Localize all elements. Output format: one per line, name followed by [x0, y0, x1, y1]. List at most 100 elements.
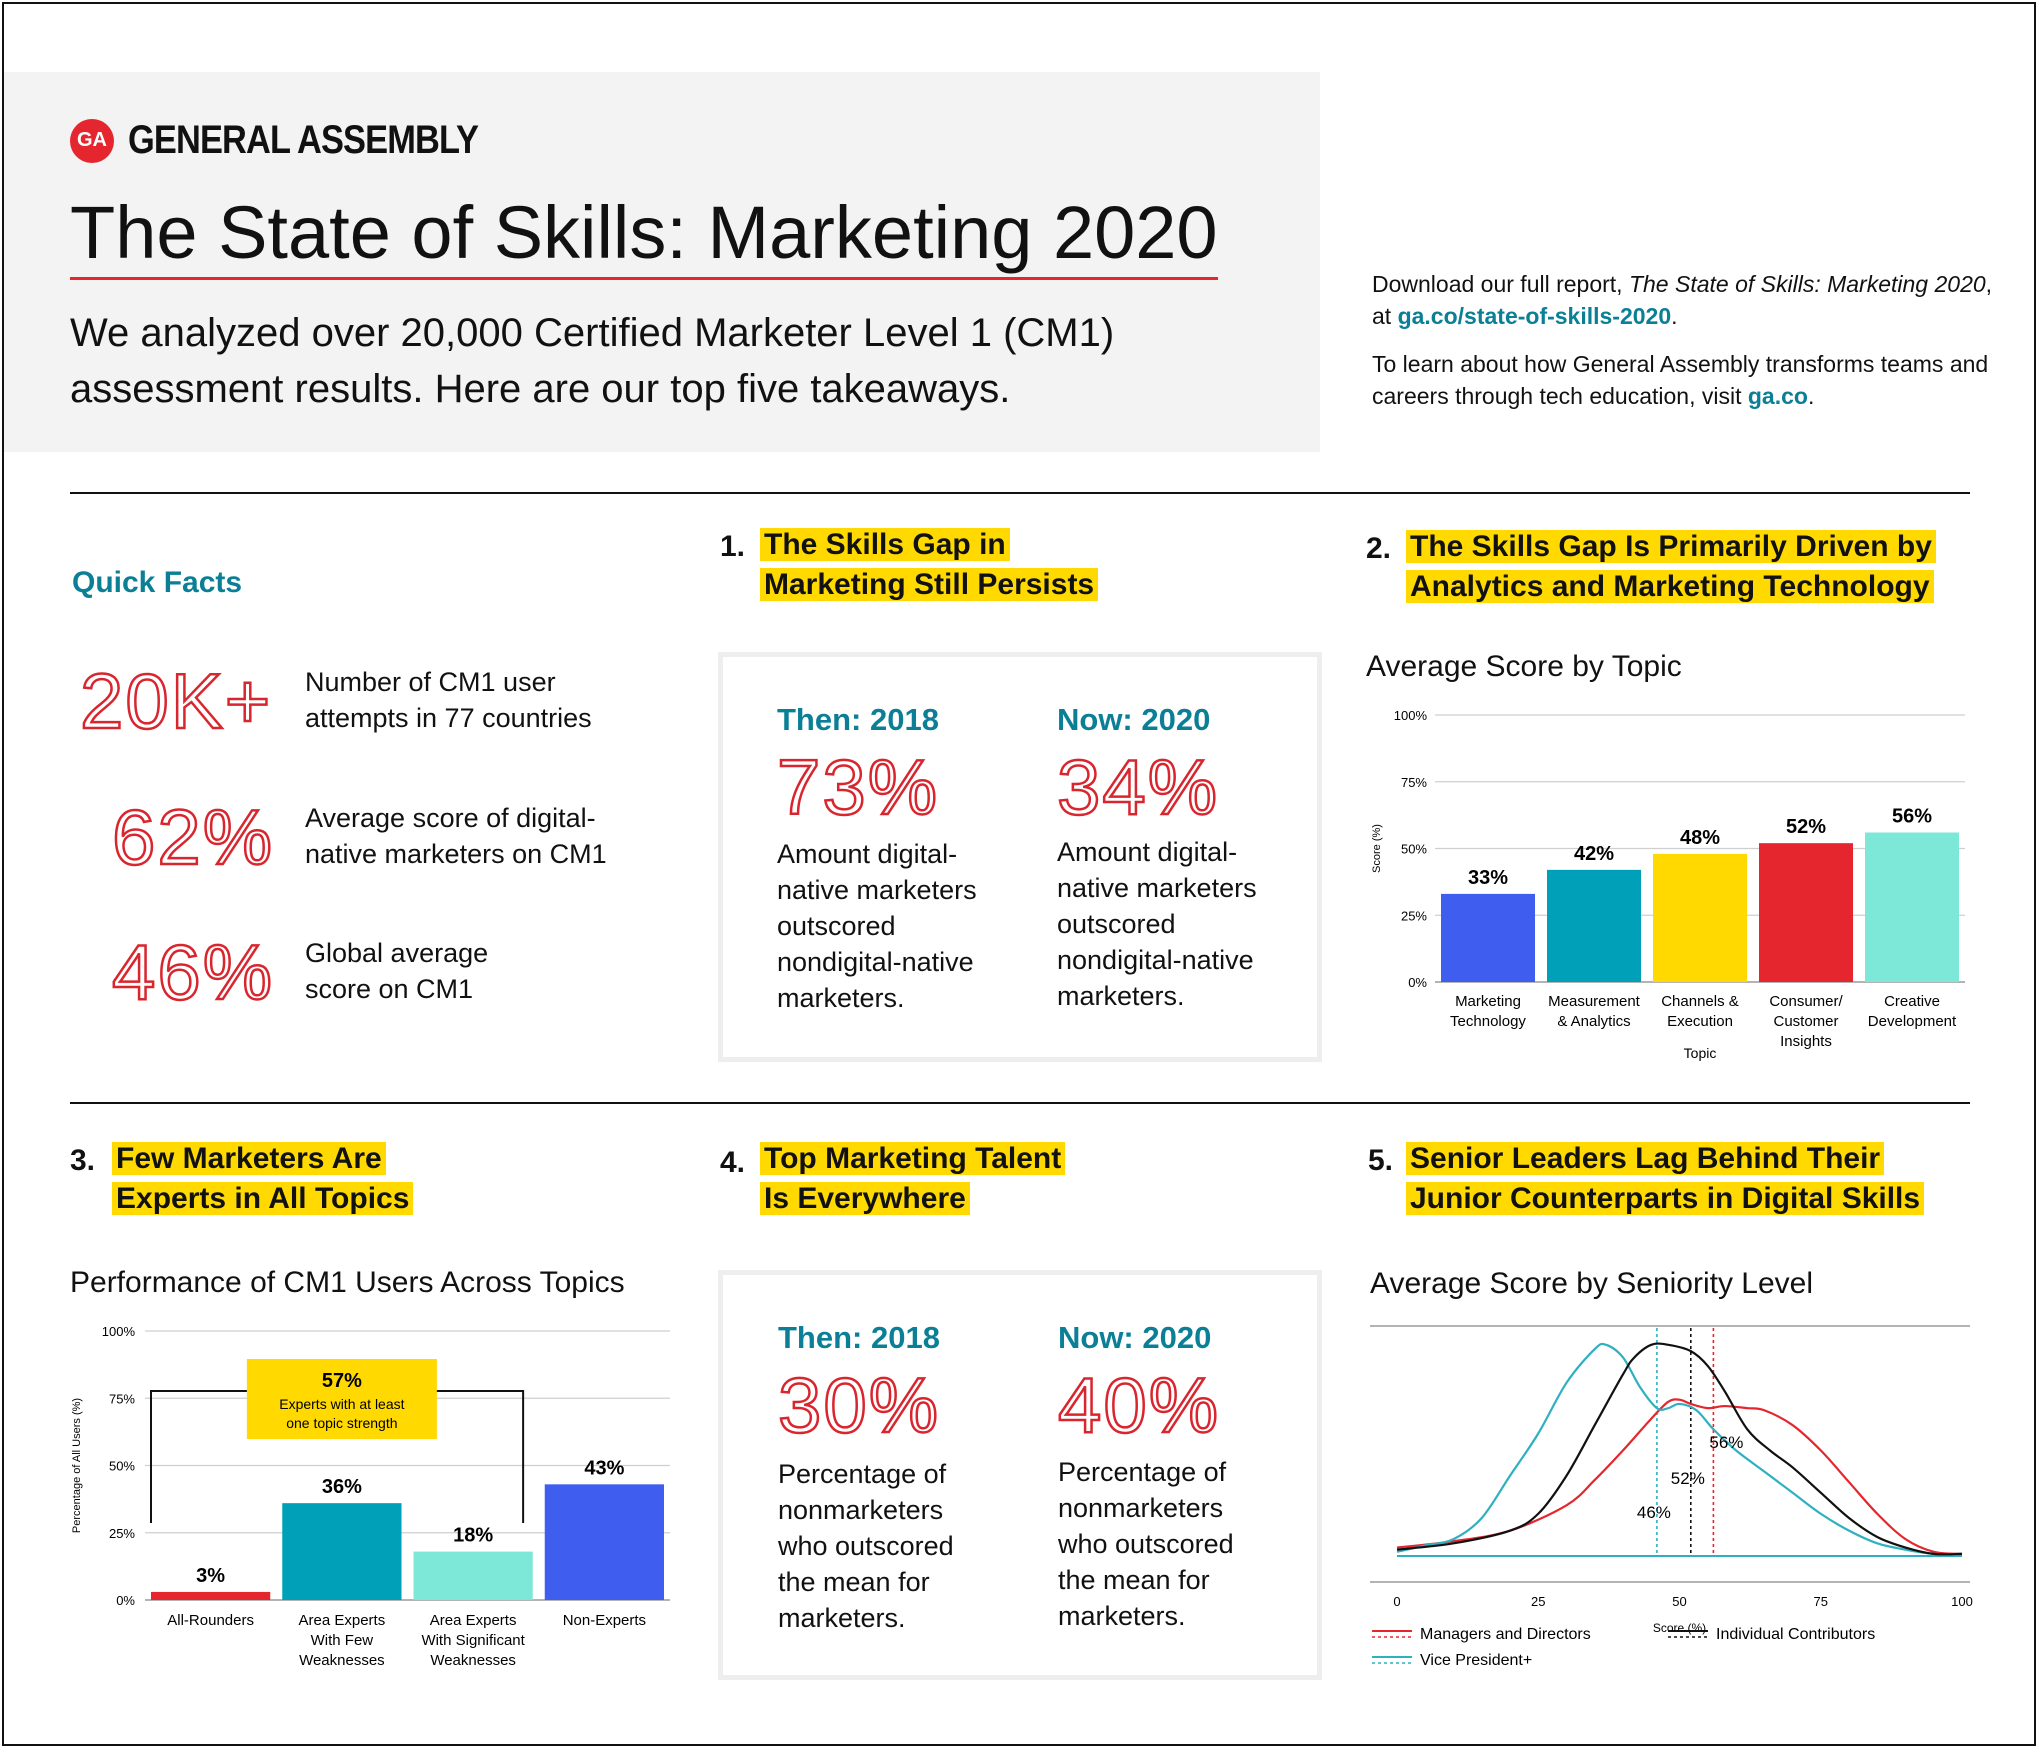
- legend-label: Vice President+: [1420, 1652, 1532, 1669]
- logo[interactable]: GA GENERAL ASSEMBLY: [70, 118, 535, 163]
- y-axis-label: Percentage of All Users (%): [71, 1398, 83, 1533]
- section-4-title-line1: Top Marketing Talent: [760, 1142, 1065, 1175]
- report-link[interactable]: ga.co/state-of-skills-2020: [1398, 303, 1672, 329]
- x-tick-label: All-Rounders: [167, 1612, 254, 1629]
- x-tick-label: Measurement: [1548, 993, 1641, 1010]
- callout-value: 57%: [322, 1370, 362, 1392]
- x-tick-label: Technology: [1450, 1013, 1526, 1030]
- bar-value-label: 56%: [1892, 805, 1932, 827]
- bar-value-label: 52%: [1786, 816, 1826, 838]
- performance-bar-chart: 0% 25% 50% 75% 100% Percentage of All Users (…: [60, 1316, 680, 1686]
- y-tick-label: 0%: [116, 1593, 135, 1608]
- learn-pre: To learn about how General Assembly tran…: [1372, 351, 1988, 409]
- mean-annotation: 46%: [1637, 1503, 1671, 1522]
- then-text: Percentage of nonmarketers who outscored…: [778, 1456, 998, 1636]
- x-tick-label: 100: [1951, 1594, 1973, 1609]
- then-value: 30%: [778, 1366, 940, 1444]
- section-5-title-line2: Junior Counterparts in Digital Skills: [1406, 1182, 1924, 1215]
- y-tick-label: 100%: [1394, 708, 1428, 723]
- x-tick-label: 25: [1531, 1594, 1545, 1609]
- x-axis-label: Score (%): [1653, 1621, 1706, 1635]
- then-label: Then: 2018: [777, 702, 939, 738]
- mean-annotation: 52%: [1671, 1469, 1705, 1488]
- logo-wordmark: GENERAL ASSEMBLY: [128, 118, 478, 163]
- x-tick-label: Customer: [1773, 1013, 1838, 1030]
- y-tick-label: 75%: [109, 1391, 135, 1406]
- quick-fact-text: Average score of digital-native marketer…: [305, 800, 635, 872]
- y-tick-label: 25%: [1401, 908, 1427, 923]
- x-axis-label: Topic: [1684, 1045, 1717, 1061]
- section-2-title-line2: Analytics and Marketing Technology: [1406, 570, 1934, 603]
- section-1-number: 1.: [720, 530, 745, 564]
- quick-facts-title: Quick Facts: [72, 566, 242, 600]
- callout-text: one topic strength: [286, 1415, 397, 1431]
- section-1-title-line2: Marketing Still Persists: [760, 568, 1098, 601]
- x-tick-label: Weaknesses: [430, 1652, 516, 1669]
- section-4-number: 4.: [720, 1146, 745, 1180]
- section-1-title: The Skills Gap in Marketing Still Persis…: [760, 525, 1098, 605]
- quick-fact-text: Number of CM1 user attempts in 77 countr…: [305, 664, 635, 736]
- legend-label: Individual Contributors: [1716, 1626, 1875, 1643]
- quick-fact-value: 46%: [112, 933, 274, 1011]
- now-text: Percentage of nonmarketers who outscored…: [1058, 1454, 1278, 1634]
- x-tick-label: Area Experts: [430, 1612, 517, 1629]
- topic-bar-chart: 0%25%50%75%100%Score (%)33%MarketingTech…: [1360, 700, 1980, 1080]
- now-label: Now: 2020: [1058, 1320, 1211, 1356]
- series-line: [1397, 1344, 1962, 1555]
- y-tick-label: 0%: [1408, 975, 1427, 990]
- legend-label: Managers and Directors: [1420, 1626, 1591, 1643]
- section-4-title: Top Marketing Talent Is Everywhere: [760, 1139, 1065, 1219]
- download-info: Download our full report, The State of S…: [1372, 268, 2012, 428]
- bar-value-label: 36%: [322, 1476, 362, 1498]
- chart-3-title: Average Score by Seniority Level: [1370, 1267, 1813, 1301]
- section-5-number: 5.: [1368, 1144, 1393, 1178]
- bar: [1441, 894, 1535, 982]
- quick-fact-text: Global average score on CM1: [305, 935, 545, 1007]
- x-tick-label: Development: [1868, 1013, 1957, 1030]
- x-tick-label: & Analytics: [1557, 1013, 1630, 1030]
- section-2-title-line1: The Skills Gap Is Primarily Driven by: [1406, 530, 1936, 563]
- bar: [1759, 843, 1853, 982]
- section-2-title: The Skills Gap Is Primarily Driven by An…: [1406, 527, 1936, 607]
- bar: [282, 1503, 401, 1600]
- quick-fact-value: 20K+: [80, 662, 272, 740]
- x-tick-label: With Few: [311, 1632, 374, 1649]
- bar: [1653, 854, 1747, 982]
- y-tick-label: 25%: [109, 1526, 135, 1541]
- then-label: Then: 2018: [778, 1320, 940, 1356]
- y-tick-label: 50%: [109, 1459, 135, 1474]
- divider-middle: [70, 1102, 1970, 1104]
- download-end: .: [1671, 303, 1677, 329]
- callout-text: Experts with at least: [279, 1396, 404, 1412]
- bar-value-label: 42%: [1574, 843, 1614, 865]
- mean-annotation: 56%: [1709, 1433, 1743, 1452]
- now-value: 34%: [1057, 748, 1219, 826]
- bar-value-label: 33%: [1468, 867, 1508, 889]
- bar: [1547, 870, 1641, 982]
- bar: [545, 1484, 664, 1600]
- ga-link[interactable]: ga.co: [1748, 383, 1808, 409]
- x-tick-label: Execution: [1667, 1013, 1733, 1030]
- report-name: The State of Skills: Marketing 2020: [1629, 271, 1986, 297]
- bar: [151, 1592, 270, 1600]
- x-tick-label: Insights: [1780, 1033, 1832, 1050]
- divider-top: [70, 492, 1970, 494]
- x-tick-label: Area Experts: [299, 1612, 386, 1629]
- section-4-title-line2: Is Everywhere: [760, 1182, 970, 1215]
- y-tick-label: 100%: [102, 1324, 136, 1339]
- bar: [414, 1552, 533, 1600]
- section-3-title-line2: Experts in All Topics: [112, 1182, 413, 1215]
- then-text: Amount digital-native marketers outscore…: [777, 836, 1007, 1016]
- page-subtitle: We analyzed over 20,000 Certified Market…: [70, 305, 1270, 417]
- section-1-title-line1: The Skills Gap in: [760, 528, 1010, 561]
- x-tick-label: With Significant: [421, 1632, 525, 1649]
- section-2-number: 2.: [1366, 532, 1391, 566]
- x-tick-label: 75: [1814, 1594, 1828, 1609]
- x-tick-label: Creative: [1884, 993, 1940, 1010]
- x-tick-label: 50: [1672, 1594, 1686, 1609]
- seniority-distribution-chart: 0 25 50 75 100Score (%)56%52%46%Managers and…: [1360, 1316, 1980, 1686]
- x-tick-label: Non-Experts: [563, 1612, 646, 1629]
- now-value: 40%: [1058, 1366, 1220, 1444]
- page-title: The State of Skills: Marketing 2020: [70, 190, 1218, 280]
- bar-value-label: 3%: [196, 1565, 225, 1587]
